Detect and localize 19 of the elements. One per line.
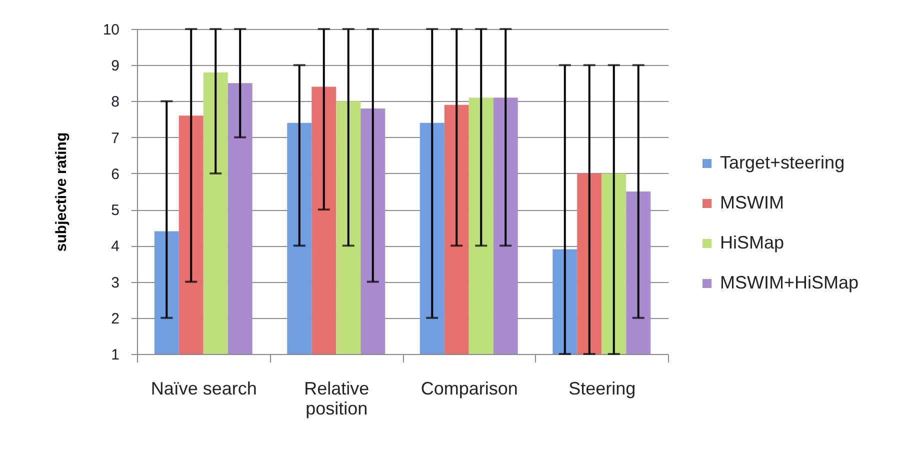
x-tick-label: Relative position — [304, 378, 370, 418]
legend-label: HiSMap — [720, 232, 784, 252]
y-tick-label: 7 — [111, 130, 120, 147]
y-tick-label: 3 — [111, 274, 120, 292]
y-tick-label: 10 — [102, 22, 120, 38]
y-tick-label: 1 — [111, 346, 120, 364]
y-tick-label: 6 — [111, 166, 120, 183]
y-tick-label: 2 — [111, 310, 120, 328]
y-tick-label: 9 — [111, 58, 120, 75]
x-tick-label: Naïve search — [150, 378, 257, 398]
y-tick-label: 8 — [111, 94, 120, 111]
legend-label: MSWIM — [720, 192, 784, 212]
y-axis-title: subjective rating — [52, 132, 70, 252]
legend-label: Target+steering — [720, 152, 845, 172]
y-tick-label: 4 — [111, 238, 120, 256]
legend-label: MSWIM+HiSMap — [720, 272, 859, 292]
y-tick-label: 5 — [111, 202, 120, 220]
x-tick-label: Steering — [568, 378, 636, 398]
x-tick-label: Comparison — [420, 378, 518, 398]
